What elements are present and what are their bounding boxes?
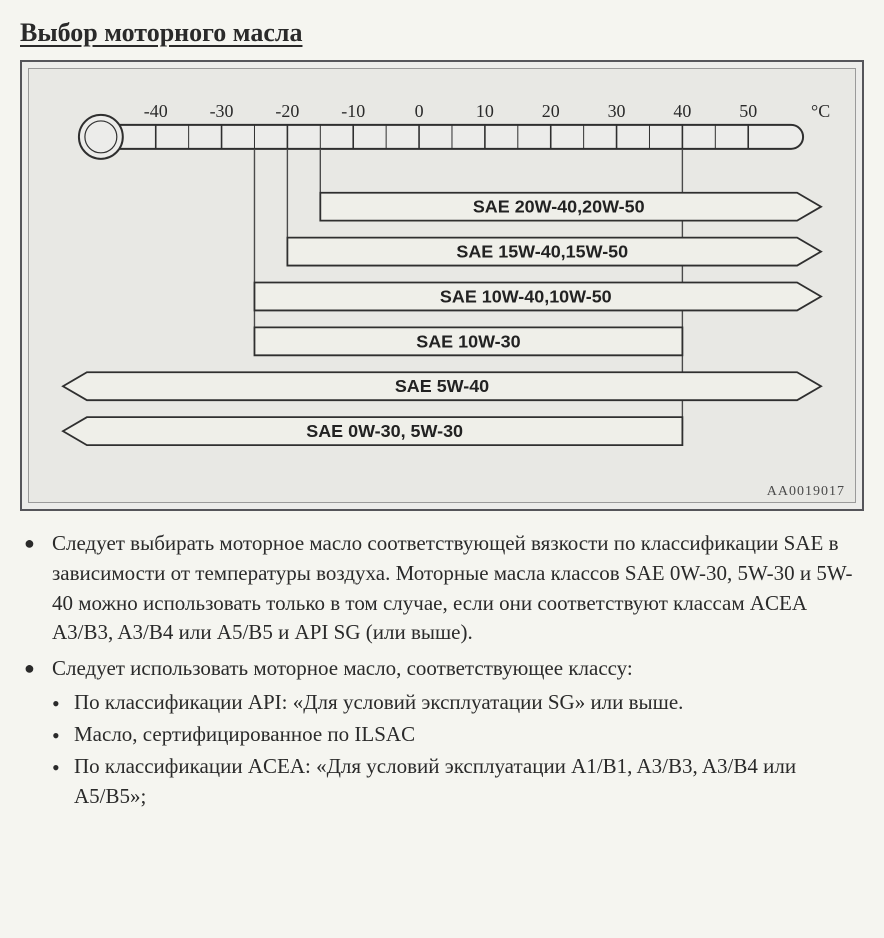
svg-text:-30: -30: [210, 101, 234, 121]
svg-text:40: 40: [673, 101, 691, 121]
svg-text:10: 10: [476, 101, 494, 121]
svg-text:20: 20: [542, 101, 560, 121]
oil-chart-svg: -40 -30 -20 -10 0 10 20 30 40 50 °C SAE 20W-40,20W-…: [43, 87, 841, 476]
oil-range-label: SAE 10W-30: [416, 331, 520, 351]
svg-text:50: 50: [739, 101, 757, 121]
subnote-item: По классификации API: «Для условий экспл…: [52, 688, 860, 718]
subnote-list: По классификации API: «Для условий экспл…: [52, 688, 860, 811]
note-item: Следует использовать моторное масло, соо…: [24, 654, 860, 811]
subnote-item: Масло, сертифицированное по ILSAC: [52, 720, 860, 750]
oil-viscosity-chart: -40 -30 -20 -10 0 10 20 30 40 50 °C SAE 20W-40,20W-…: [28, 68, 856, 503]
notes-list: Следует выбирать моторное масло соответс…: [24, 529, 860, 811]
page-title: Выбор моторного масла: [20, 18, 864, 48]
svg-text:-40: -40: [144, 101, 168, 121]
oil-range-label: SAE 10W-40,10W-50: [440, 286, 612, 306]
oil-range-label: SAE 15W-40,15W-50: [456, 242, 628, 262]
oil-range-label: SAE 20W-40,20W-50: [473, 197, 645, 217]
svg-text:-20: -20: [275, 101, 299, 121]
oil-range-label: SAE 0W-30, 5W-30: [306, 421, 463, 441]
note-item: Следует выбирать моторное масло соответс…: [24, 529, 860, 648]
subnote-item: По классификации ACEA: «Для условий эксп…: [52, 752, 860, 812]
chart-code: AA0019017: [767, 484, 845, 500]
oil-range-label: SAE 5W-40: [395, 376, 489, 396]
svg-text:30: 30: [608, 101, 626, 121]
svg-text:-10: -10: [341, 101, 365, 121]
svg-text:°C: °C: [811, 101, 830, 121]
svg-text:0: 0: [415, 101, 424, 121]
oil-viscosity-chart-frame: -40 -30 -20 -10 0 10 20 30 40 50 °C SAE 20W-40,20W-…: [20, 60, 864, 511]
